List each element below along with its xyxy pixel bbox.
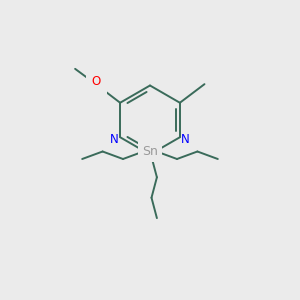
Text: O: O: [92, 75, 101, 88]
Text: N: N: [110, 133, 119, 146]
Text: N: N: [181, 133, 190, 146]
Text: Sn: Sn: [142, 145, 158, 158]
